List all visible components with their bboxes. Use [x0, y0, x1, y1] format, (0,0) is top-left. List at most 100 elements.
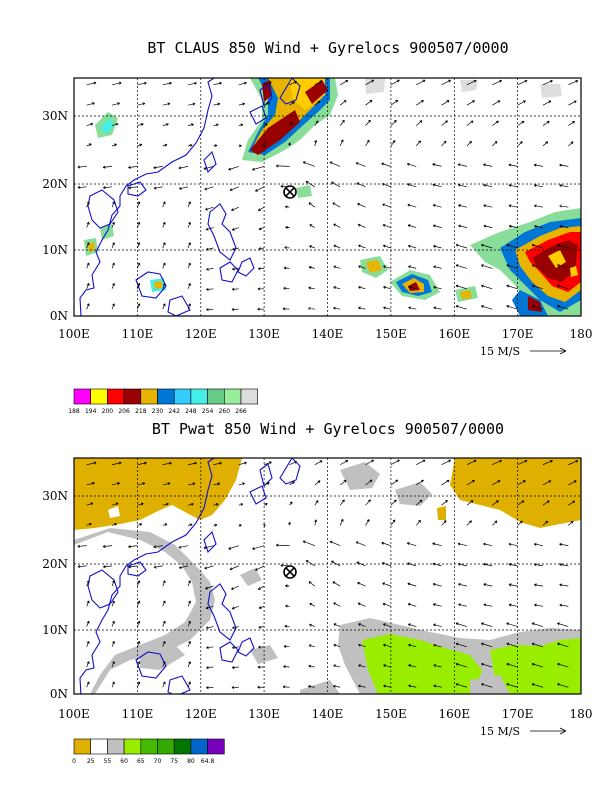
- map-1-frame: [73, 77, 582, 317]
- map-1-wind-arrow: [559, 224, 569, 228]
- map-2-wind-arrow: [416, 459, 426, 466]
- map-1-wind-arrow: [358, 265, 366, 269]
- map-2-wind-arrow: [407, 623, 417, 627]
- map-1-wind-arrow: [213, 81, 222, 86]
- map-1-wind-arrow: [383, 306, 391, 310]
- map-1-wind-arrow: [111, 81, 122, 86]
- map-1-wind-arrow: [162, 123, 169, 127]
- map-1-wind-arrow: [492, 100, 501, 106]
- map-1-wind-arrow: [433, 265, 442, 269]
- map-2-wind-arrow: [381, 541, 391, 546]
- map-1-wind-arrow: [408, 265, 417, 269]
- map-1-wind-arrow: [441, 120, 448, 126]
- map-1-wind-arrow: [407, 224, 417, 228]
- map-1-wind-arrow: [111, 102, 120, 106]
- map-1-wind-arrow: [534, 204, 544, 208]
- map-1-wind-arrow: [382, 244, 391, 249]
- map-1-wind-arrow: [308, 306, 315, 310]
- map-1-wind-arrow: [288, 142, 292, 147]
- map-1-wind-arrow: [531, 264, 544, 269]
- map-2-wind-arrow: [187, 641, 191, 647]
- map-1-wind-arrow: [102, 165, 113, 169]
- map-2-wind-arrow: [137, 580, 141, 587]
- map-1-wind-arrow: [415, 140, 421, 147]
- map-1-wind-arrow: [483, 183, 493, 188]
- map-2-lon-180: 180: [570, 707, 593, 721]
- map-1-wind-arrow: [255, 186, 265, 192]
- map-1-wind-arrow: [137, 242, 141, 249]
- map-1-wind-arrow: [213, 123, 219, 127]
- map-2-wind-arrow: [557, 642, 569, 648]
- colorbar-1-swatch: [173, 388, 192, 405]
- map-2-wind-arrow: [407, 603, 417, 607]
- map-1-wind-arrow: [187, 262, 191, 269]
- map-1-wind-arrow: [483, 224, 493, 228]
- map-2-wind-arrow: [203, 545, 214, 550]
- map-2-wind-arrow: [162, 461, 172, 466]
- map-2-wind-arrow: [111, 641, 115, 647]
- map-2-wind-arrow: [492, 520, 498, 526]
- map-2-wind-arrow: [433, 623, 442, 627]
- map-1-wind-arrow: [390, 99, 399, 106]
- map-2-wind-arrow: [483, 562, 493, 567]
- map-2-wind-arrow: [102, 544, 113, 548]
- map-1-lon-120: 120E: [185, 327, 217, 341]
- map-1-wind-arrow: [455, 264, 468, 269]
- map-2-wind-arrow: [204, 565, 214, 570]
- map-1-wind-arrow: [407, 203, 417, 208]
- map-2-wind-arrow: [231, 685, 239, 689]
- map-1-wind-arrow: [162, 303, 166, 310]
- map-2-lon-120: 120E: [185, 707, 217, 721]
- map-1-wind-arrow: [481, 243, 493, 249]
- map-2-wind-arrow: [466, 480, 475, 486]
- map-1-wind-arrow: [258, 267, 265, 271]
- map-1-wind-arrow: [433, 285, 442, 290]
- map-2-wind-arrow: [506, 683, 518, 688]
- map-2-wind-arrow: [137, 681, 141, 688]
- map-2-wind-arrow: [179, 565, 189, 569]
- map-2-lon-110: 110E: [122, 707, 154, 721]
- map-2-wind-arrow: [466, 500, 474, 506]
- map-1-wind-arrow: [86, 262, 90, 269]
- map-1-wind-arrow: [568, 121, 576, 126]
- map-2-wind-arrow: [309, 623, 315, 627]
- map-1-wind-arrow: [365, 99, 373, 106]
- map-1-wind-arrow: [432, 224, 442, 228]
- map-2-wind-arrow: [162, 600, 166, 607]
- map-2-wind-arrow: [383, 643, 391, 648]
- map-1-wind-arrow: [263, 123, 268, 127]
- map-1-wind-arrow: [568, 100, 577, 106]
- map-1-wind-arrow: [86, 242, 90, 249]
- map-2-wind-arrow: [416, 479, 424, 486]
- map-2-wind-arrow: [206, 626, 214, 630]
- map-1-wind-arrow: [103, 186, 113, 190]
- map-1-wind-arrow: [533, 163, 544, 167]
- colorbar-2-label: 80: [187, 758, 195, 765]
- map-2-title: BT Pwat 850 Wind + Gyrelocs 900507/0000: [152, 420, 504, 438]
- map-2-wind-arrow: [382, 602, 391, 607]
- map-1-wind-arrow: [531, 284, 544, 290]
- map-2-wind-arrow: [333, 623, 341, 627]
- colorbar-2-swatch: [73, 738, 92, 755]
- map-1-wind-arrow: [187, 81, 197, 86]
- map-2-wind-arrow: [282, 685, 290, 689]
- map-2-wind-arrow: [365, 459, 375, 466]
- map-1-wind-arrow: [492, 120, 499, 126]
- map-1-wind-arrow: [517, 79, 528, 86]
- map-1-wind-arrow: [506, 243, 518, 249]
- map-2-gyre-marker: [283, 565, 297, 579]
- map-2-wind-arrow: [289, 460, 297, 466]
- map-1-wind-arrow: [542, 141, 549, 147]
- map-1-wind-arrow: [264, 81, 272, 86]
- map-2-wind-arrow: [308, 685, 315, 689]
- map-2-wind-arrow: [481, 683, 493, 688]
- map-2-field: [74, 458, 581, 694]
- map-2-wind-arrow: [458, 583, 468, 587]
- map-2-wind-arrow: [314, 480, 321, 486]
- map-2-wind-arrow: [305, 560, 316, 567]
- colorbar-1-swatch: [240, 388, 259, 405]
- map-1-wind-arrow: [339, 139, 344, 147]
- map-1-wind-arrow: [358, 285, 366, 290]
- map-1-wind-arrow: [441, 79, 451, 86]
- map-2-wind-arrow: [314, 460, 323, 466]
